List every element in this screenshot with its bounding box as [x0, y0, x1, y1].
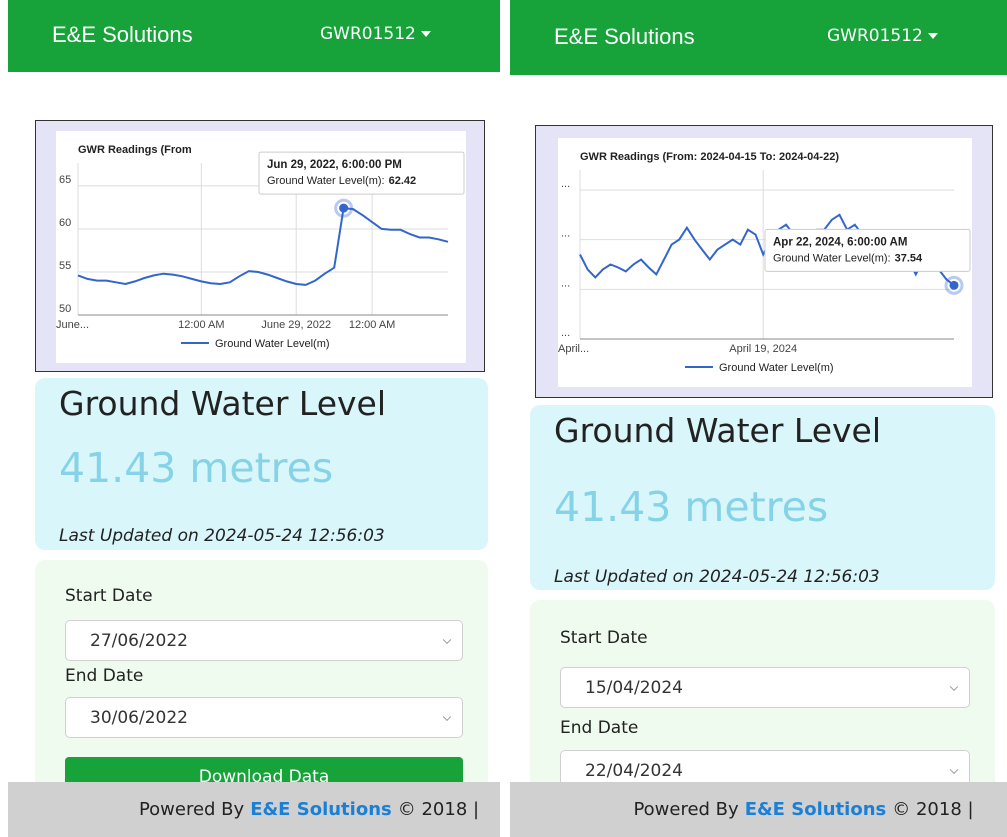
footer-suffix: © 2018 | [398, 799, 479, 820]
legend-label: Ground Water Level(m) [215, 338, 330, 350]
header-bar: E&E Solutions GWR01512 [510, 0, 1007, 75]
tooltip-label: Ground Water Level(m): [773, 252, 891, 264]
x-tick-label: June... [56, 319, 89, 331]
last-updated: Last Updated on 2024-05-24 12:56:03 [59, 526, 385, 546]
footer-suffix: © 2018 | [892, 799, 973, 820]
status-title: Ground Water Level [554, 411, 881, 450]
caret [421, 31, 431, 37]
highlight-point [339, 204, 348, 213]
phone-screen: E&E Solutions GWR01512 GWR Readings (From:… [510, 0, 1007, 837]
y-tick-label: 55 [59, 260, 71, 272]
start-select[interactable]: 27/06/2022 [65, 620, 463, 661]
start-value: 15/04/2024 [585, 678, 683, 698]
status-card: Ground Water Level 41.43 metres Last Updat… [35, 378, 488, 550]
brand: E&E Solutions [554, 24, 695, 50]
caret [928, 33, 938, 39]
x-tick-label: 12:00 AM [178, 319, 224, 331]
end-value: 22/04/2024 [585, 761, 683, 781]
tooltip-value: 37.54 [895, 252, 923, 264]
footer: Powered By E&E Solutions © 2018 | [8, 782, 500, 837]
y-tick-label: ... [561, 327, 570, 339]
status-card: Ground Water Level 41.43 metres Last Updat… [530, 405, 995, 590]
phone-screen: E&E Solutions GWR01512 GWR Readings (From J… [8, 0, 500, 837]
chart: GWR Readings (From: 2024-04-15 To: 2024-… [558, 138, 972, 387]
y-tick-label: ... [561, 277, 570, 289]
status-reading: 41.43 metres [59, 444, 333, 492]
x-tick-label: 12:00 AM [349, 319, 395, 331]
end-label: End Date [65, 666, 143, 686]
end-select[interactable]: 30/06/2022 [65, 697, 463, 738]
footer-prefix: Powered By [633, 799, 738, 820]
chevron [443, 712, 451, 720]
footer: Powered By E&E Solutions© 2018 | [510, 782, 1007, 837]
x-tick-label: June 29, 2022 [261, 319, 331, 331]
start-label: Start Date [560, 628, 648, 648]
y-tick-label: ... [561, 178, 570, 190]
chevron [950, 765, 958, 773]
brand: E&E Solutions [52, 22, 193, 48]
tooltip-date: Apr 22, 2024, 6:00:00 AM [773, 236, 907, 248]
device-dropdown[interactable]: GWR01512 [320, 24, 431, 44]
chart-title: GWR Readings (From: 2024-04-15 To: 2024-… [580, 151, 839, 163]
y-tick-label: ... [561, 228, 570, 240]
footer-link[interactable]: E&E Solutions [745, 799, 887, 820]
start-select[interactable]: 15/04/2024 [560, 667, 970, 708]
chevron [950, 682, 958, 690]
x-tick-label: April 19, 2024 [729, 343, 797, 355]
tooltip-label: Ground Water Level(m): [267, 175, 385, 187]
status-title: Ground Water Level [59, 384, 386, 423]
device-dropdown[interactable]: GWR01512 [827, 26, 938, 46]
footer-link[interactable]: E&E Solutions [250, 799, 392, 820]
start-value: 27/06/2022 [90, 631, 188, 651]
tooltip-line: Ground Water Level(m): 62.42 [267, 175, 416, 187]
chevron [443, 635, 451, 643]
status-reading: 41.43 metres [554, 483, 828, 531]
x-tick-label: April... [558, 343, 589, 355]
y-tick-label: 60 [59, 217, 71, 229]
last-updated: Last Updated on 2024-05-24 12:56:03 [554, 567, 880, 587]
device-id: GWR01512 [320, 24, 416, 44]
y-tick-label: 50 [59, 303, 71, 315]
tooltip-line: Ground Water Level(m): 37.54 [773, 252, 923, 264]
end-label: End Date [560, 718, 638, 738]
start-label: Start Date [65, 586, 153, 606]
highlight-point [950, 281, 959, 290]
tooltip-value: 62.42 [389, 175, 417, 187]
chart-frame: GWR Readings (From: 2024-04-15 To: 2024-… [535, 125, 993, 398]
footer-prefix: Powered By [139, 799, 244, 820]
device-id: GWR01512 [827, 26, 923, 46]
legend-label: Ground Water Level(m) [719, 362, 834, 374]
chart-title: GWR Readings (From [78, 144, 192, 156]
chart: GWR Readings (From June... 12:00 AM June 29… [56, 131, 466, 363]
data-line [78, 208, 448, 285]
header-bar: E&E Solutions GWR01512 [8, 0, 500, 72]
chart-frame: GWR Readings (From June... 12:00 AM June 29… [35, 120, 485, 372]
tooltip-date: Jun 29, 2022, 6:00:00 PM [267, 159, 402, 171]
page: {"chart_data": [ {"type": "line", "title… [0, 0, 1007, 837]
y-tick-label: 65 [59, 174, 71, 186]
end-value: 30/06/2022 [90, 708, 188, 728]
